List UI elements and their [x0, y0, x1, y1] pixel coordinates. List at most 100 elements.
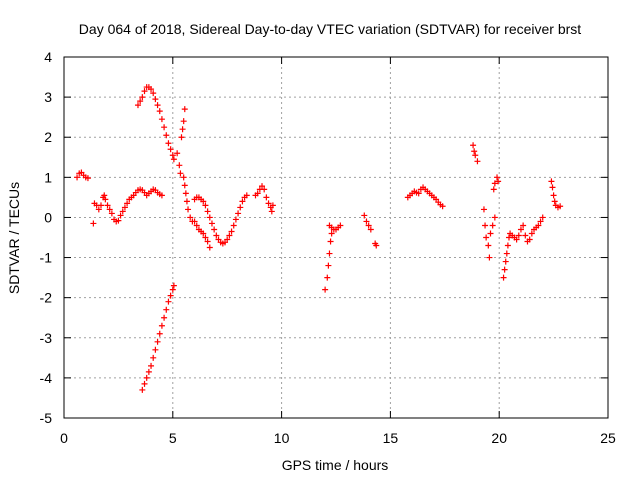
- data-point-marker: [156, 108, 163, 115]
- data-point-marker: [522, 232, 529, 239]
- data-point-marker: [367, 226, 374, 233]
- chart-title: Day 064 of 2018, Sidereal Day-to-day VTE…: [79, 21, 581, 37]
- data-point-marker: [226, 232, 233, 239]
- data-point-marker: [224, 236, 231, 243]
- data-point-marker: [148, 86, 155, 93]
- data-point-marker: [232, 216, 239, 223]
- data-point-marker: [208, 220, 215, 227]
- data-point-marker: [474, 158, 481, 165]
- data-point-marker: [163, 306, 170, 313]
- data-point-marker: [557, 203, 564, 210]
- data-point-marker: [104, 202, 111, 209]
- data-point-marker: [495, 178, 502, 185]
- data-point-marker: [170, 282, 177, 289]
- data-point-marker: [108, 210, 115, 217]
- data-point-marker: [134, 102, 141, 109]
- y-tick-label: -1: [40, 250, 53, 266]
- data-point-marker: [161, 314, 168, 321]
- data-point-marker: [328, 230, 335, 237]
- x-tick-label: 20: [491, 430, 507, 446]
- data-point-marker: [501, 266, 508, 273]
- y-tick-label: -2: [40, 290, 53, 306]
- data-point-marker: [95, 206, 102, 213]
- data-point-marker: [143, 374, 150, 381]
- data-series-arc-20.2h: [500, 214, 546, 281]
- data-series-arc-3.6h-down: [139, 282, 177, 393]
- data-point-marker: [373, 242, 380, 249]
- data-point-marker: [213, 232, 220, 239]
- y-tick-label: -5: [40, 410, 53, 426]
- data-point-marker: [535, 222, 542, 229]
- data-point-marker: [502, 258, 509, 265]
- data-point-marker: [337, 222, 344, 229]
- data-point-marker: [211, 226, 218, 233]
- data-point-marker: [180, 174, 187, 181]
- x-tick-label: 15: [383, 430, 399, 446]
- data-point-marker: [263, 194, 270, 201]
- data-point-marker: [491, 214, 498, 221]
- x-tick-label: 25: [600, 430, 616, 446]
- data-point-marker: [176, 162, 183, 169]
- data-point-marker: [485, 242, 492, 249]
- data-point-marker: [158, 116, 165, 123]
- data-point-marker: [181, 106, 188, 113]
- data-point-marker: [243, 192, 250, 199]
- data-point-marker: [139, 386, 146, 393]
- data-point-marker: [230, 222, 237, 229]
- data-point-marker: [515, 232, 522, 239]
- grid-lines: [64, 57, 608, 418]
- data-point-marker: [115, 217, 122, 224]
- data-point-marker: [154, 338, 161, 345]
- data-point-marker: [322, 286, 329, 293]
- data-series-arc-5.2h: [174, 106, 213, 251]
- data-point-marker: [439, 203, 446, 210]
- data-point-marker: [548, 178, 555, 185]
- data-point-marker: [202, 202, 209, 209]
- y-tick-label: 2: [44, 129, 52, 145]
- data-point-marker: [183, 198, 190, 205]
- data-point-marker: [163, 132, 170, 139]
- data-point-marker: [269, 202, 276, 209]
- data-point-marker: [161, 124, 168, 131]
- data-point-marker: [158, 322, 165, 329]
- data-point-marker: [97, 202, 104, 209]
- data-point-marker: [193, 222, 200, 229]
- data-point-marker: [482, 222, 489, 229]
- y-tick-label: 3: [44, 89, 52, 105]
- data-point-marker: [472, 152, 479, 159]
- data-point-marker: [520, 222, 527, 229]
- data-point-marker: [325, 262, 332, 269]
- data-point-marker: [204, 238, 211, 245]
- data-series-arc-22.4h: [548, 178, 564, 211]
- data-point-marker: [470, 142, 477, 149]
- data-point-marker: [165, 298, 172, 305]
- data-series-arc-3.4h: [134, 84, 177, 163]
- data-point-marker: [235, 210, 242, 217]
- data-point-marker: [102, 196, 109, 203]
- data-point-marker: [491, 180, 498, 187]
- data-series-arc-12.0h: [322, 222, 344, 293]
- data-series-arc-15.8h: [404, 184, 446, 210]
- data-point-marker: [254, 190, 261, 197]
- data-point-marker: [185, 206, 192, 213]
- data-point-marker: [152, 346, 159, 353]
- data-point-marker: [526, 236, 533, 243]
- data-point-marker: [487, 230, 494, 237]
- x-axis-label: GPS time / hours: [282, 457, 389, 473]
- data-point-marker: [265, 200, 272, 207]
- data-point-marker: [537, 218, 544, 225]
- data-point-marker: [139, 94, 146, 101]
- data-series-arc-6.0h: [191, 192, 250, 247]
- data-series-arc-8.8h: [252, 183, 276, 215]
- data-point-marker: [326, 250, 333, 257]
- data-point-marker: [480, 206, 487, 213]
- data-point-marker: [150, 90, 157, 97]
- x-tick-label: 5: [169, 430, 177, 446]
- data-point-marker: [158, 192, 165, 199]
- data-point-marker: [106, 206, 113, 213]
- data-series-arc-18.8h: [470, 142, 481, 165]
- data-point-marker: [259, 183, 266, 190]
- data-point-marker: [361, 212, 368, 219]
- data-point-marker: [167, 146, 174, 153]
